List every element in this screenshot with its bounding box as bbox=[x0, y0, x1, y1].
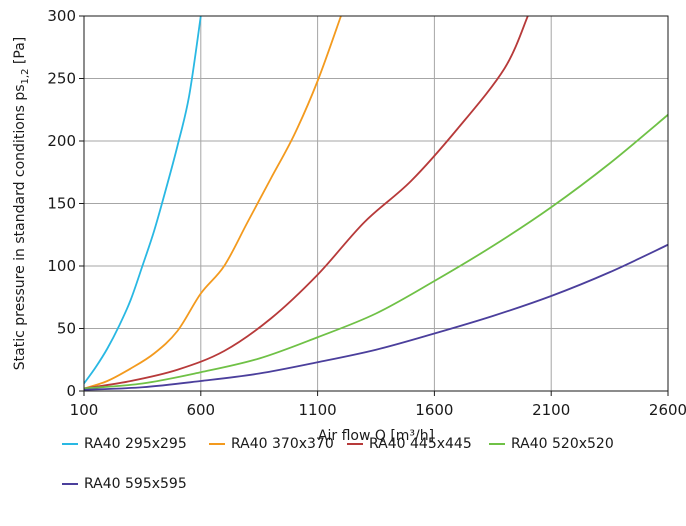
y-tick-label: 100 bbox=[47, 257, 76, 275]
x-axis-title: Air flow Q [m³/h] bbox=[318, 428, 434, 444]
x-tick-label: 2100 bbox=[532, 401, 570, 419]
y-tick-label: 200 bbox=[47, 132, 76, 150]
legend-label: RA40 595x595 bbox=[84, 476, 187, 492]
x-tick-label: 100 bbox=[70, 401, 99, 419]
y-tick-label: 150 bbox=[47, 195, 76, 213]
legend-swatch bbox=[62, 443, 78, 445]
y-axis-title: Static pressure in standard conditions p… bbox=[12, 37, 31, 371]
x-tick-label: 2600 bbox=[649, 401, 686, 419]
y-tick-label: 250 bbox=[47, 70, 76, 88]
series-line-5 bbox=[83, 243, 669, 391]
series-line-1 bbox=[83, 15, 202, 385]
y-axis-title-unit: [Pa] bbox=[12, 37, 28, 69]
grid bbox=[84, 16, 668, 391]
x-tick-label: 600 bbox=[186, 401, 215, 419]
legend-swatch bbox=[489, 443, 505, 445]
x-tick-label: 1600 bbox=[415, 401, 453, 419]
series-line-4 bbox=[83, 114, 669, 390]
y-axis-title-subscript: 1,2 bbox=[20, 69, 31, 85]
x-tick-label: 1100 bbox=[299, 401, 337, 419]
legend-swatch bbox=[347, 443, 363, 445]
ticks: 100 600 1100 1600 2100 2600 0 50 100 150 200 250 300 bbox=[47, 7, 686, 419]
legend-item-5: RA40 595x595 bbox=[62, 476, 187, 492]
legend-item-4: RA40 520x520 bbox=[489, 436, 614, 452]
legend-item-2: RA40 370x370 bbox=[209, 436, 334, 452]
legend-swatch bbox=[209, 443, 225, 445]
y-tick-label: 300 bbox=[47, 7, 76, 25]
legend-swatch bbox=[62, 483, 78, 485]
legend-item-1: RA40 295x295 bbox=[62, 436, 187, 452]
y-tick-label: 0 bbox=[66, 382, 76, 400]
legend-label: RA40 445x445 bbox=[369, 436, 472, 452]
legend-item-3: RA40 445x445 bbox=[347, 436, 472, 452]
series-line-2 bbox=[83, 15, 342, 390]
legend-label: RA40 295x295 bbox=[84, 436, 187, 452]
y-tick-label: 50 bbox=[57, 320, 76, 338]
series-layer bbox=[83, 15, 669, 391]
legend-label: RA40 370x370 bbox=[231, 436, 334, 452]
y-axis-title-main: Static pressure in standard conditions p… bbox=[12, 84, 28, 370]
legend-label: RA40 520x520 bbox=[511, 436, 614, 452]
series-line-3 bbox=[83, 15, 529, 390]
